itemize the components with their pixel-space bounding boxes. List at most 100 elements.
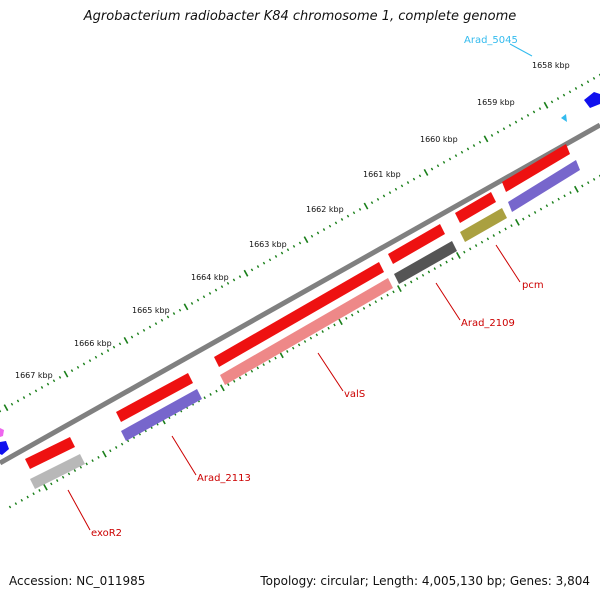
feature-left-neighbor[interactable] <box>0 441 9 455</box>
scale-tick <box>40 386 44 389</box>
scale-tick <box>112 345 116 349</box>
scale-tick <box>386 293 389 297</box>
scale-tick <box>85 462 88 466</box>
scale-tick <box>220 384 225 392</box>
scale-tick <box>508 124 512 127</box>
scale-tick <box>55 479 59 482</box>
scale-tick <box>166 315 170 319</box>
scale-tick <box>569 191 572 194</box>
scale-tick <box>563 194 566 198</box>
scale-tick <box>20 498 24 502</box>
scale-tick <box>280 251 284 255</box>
scale-tick <box>409 280 413 284</box>
scale-tick <box>439 263 442 267</box>
scale-tick <box>88 359 92 362</box>
scale-tick <box>292 244 296 248</box>
scale-tick <box>309 336 313 340</box>
scale-tick <box>232 379 236 383</box>
scale-tick <box>368 303 372 307</box>
scale-tick <box>327 326 330 330</box>
scale-tick <box>250 369 254 373</box>
scale-tick <box>14 502 18 506</box>
scale-tick <box>400 184 404 188</box>
scale-tick <box>303 236 309 244</box>
scale-tick <box>460 150 464 154</box>
scale-tick <box>358 208 362 211</box>
scale-tick <box>262 261 266 265</box>
scale-tick <box>328 224 332 228</box>
scale-tick <box>243 269 249 277</box>
feature-pcm[interactable] <box>455 192 507 242</box>
scale-tick <box>592 177 596 181</box>
feature-arad-2109[interactable] <box>388 224 457 284</box>
scale-tick <box>498 230 501 234</box>
scale-tick <box>286 248 290 252</box>
feature-right-gene[interactable] <box>502 144 580 212</box>
scale-tick <box>448 157 452 161</box>
scale-tick <box>502 127 506 131</box>
scale-tick <box>244 373 248 376</box>
scale-tick <box>120 442 124 446</box>
feature-arad-5045[interactable] <box>584 92 600 108</box>
scale-tick <box>286 350 289 353</box>
scale-tick <box>10 402 14 406</box>
tick-label-1660: 1660 kbp <box>420 135 458 144</box>
genome-summary-text: Topology: circular; Length: 4,005,130 bp… <box>260 574 590 588</box>
scale-tick <box>50 482 53 486</box>
scale-tick <box>340 218 344 221</box>
scale-tick <box>172 312 176 315</box>
scale-tick <box>268 359 271 363</box>
scale-tick <box>203 396 206 400</box>
scale-tick <box>321 330 324 333</box>
tick-label-1665: 1665 kbp <box>132 306 170 315</box>
scale-tick <box>8 505 12 509</box>
label-pcm: pcm <box>522 280 544 291</box>
scale-tick <box>543 101 549 109</box>
scale-tick <box>91 459 94 463</box>
feature-vals[interactable] <box>214 262 393 385</box>
scale-tick <box>0 409 2 413</box>
scale-tick <box>423 169 429 176</box>
scale-tick <box>538 107 542 110</box>
feature-track <box>0 92 600 489</box>
scale-tick <box>480 240 484 244</box>
scale-tick <box>568 90 572 94</box>
scale-tick <box>581 184 584 188</box>
scale-tick <box>388 191 392 194</box>
scale-tick <box>209 393 212 396</box>
scale-tick <box>79 465 83 469</box>
scale-tick <box>220 285 224 289</box>
scale-tick <box>250 268 254 272</box>
scale-tick <box>256 366 260 370</box>
feature-exor2[interactable] <box>25 437 85 489</box>
label-arad-2109: Arad_2109 <box>461 318 515 329</box>
scale-tick <box>338 318 343 326</box>
scale-tick <box>586 181 590 185</box>
scale-tick <box>539 207 543 211</box>
scale-tick <box>421 273 425 277</box>
scale-tick <box>454 154 458 158</box>
scale-tick <box>427 270 431 274</box>
scale-tick <box>123 337 129 344</box>
scale-tick <box>346 214 350 218</box>
map-title: Agrobacterium radiobacter K84 chromosome… <box>83 9 517 24</box>
scale-tick <box>333 323 336 327</box>
scale-tick <box>214 288 218 292</box>
scale-tick <box>238 376 242 380</box>
scale-tick <box>418 174 422 178</box>
scale-tick <box>202 295 206 299</box>
scale-tick <box>183 303 189 311</box>
scale-tick <box>362 307 366 310</box>
scale-tick <box>592 76 596 80</box>
feature-left-neighbor-pink <box>0 428 4 437</box>
scale-tick <box>356 310 360 314</box>
scale-tick <box>82 362 86 366</box>
feature-arad-2113[interactable] <box>116 373 202 441</box>
scale-tick <box>97 455 100 459</box>
scale-tick <box>445 260 448 264</box>
scale-tick <box>268 258 272 262</box>
scale-tick <box>380 297 383 300</box>
scale-tick <box>215 389 218 393</box>
scale-tick <box>551 201 555 204</box>
